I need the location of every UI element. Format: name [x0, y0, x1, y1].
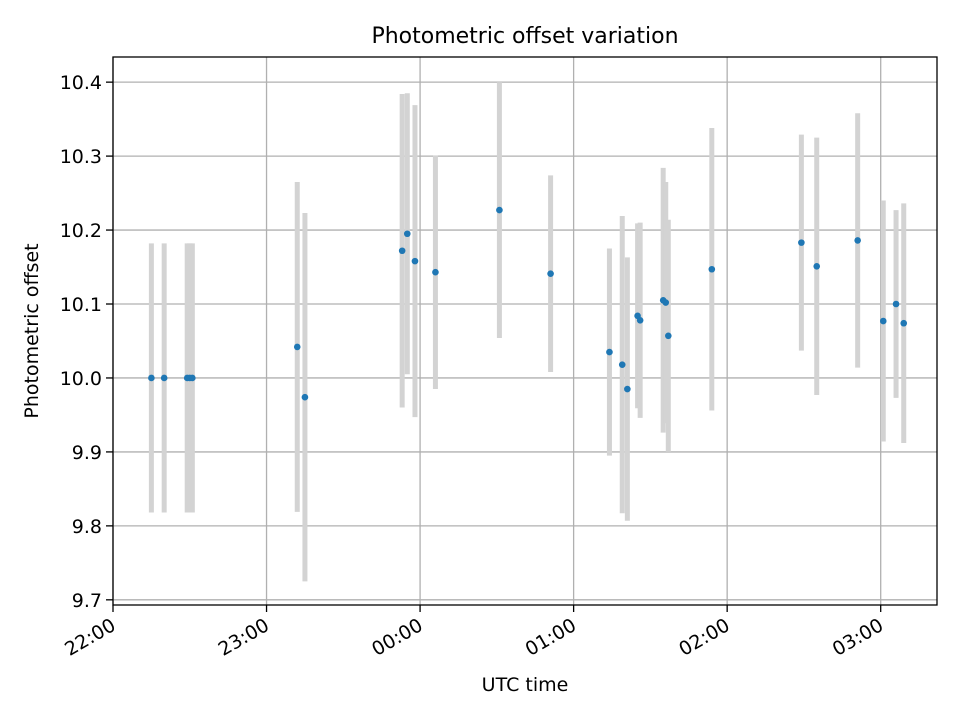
data-point: [618, 361, 626, 368]
y-tick-label: 10.2: [60, 220, 102, 242]
x-axis-label: UTC time: [482, 674, 569, 696]
y-tick-label: 10.3: [60, 146, 102, 168]
data-point: [293, 343, 301, 351]
data-point: [301, 393, 309, 401]
data-point: [411, 257, 419, 265]
y-axis-label: Photometric offset: [21, 243, 43, 418]
y-tick-label: 9.7: [72, 590, 102, 612]
plot-frame: [112, 56, 938, 606]
data-point: [606, 348, 613, 356]
data-point: [189, 374, 196, 382]
y-tick-label: 10.1: [60, 294, 102, 316]
data-point: [403, 230, 411, 238]
chart-title: Photometric offset variation: [371, 24, 678, 49]
y-tick-label: 10.0: [60, 368, 102, 390]
data-points: [148, 206, 908, 401]
data-point: [662, 299, 670, 306]
data-point: [496, 206, 503, 214]
data-point: [398, 247, 406, 255]
data-point: [879, 317, 887, 325]
data-point: [900, 319, 908, 327]
data-point: [624, 385, 631, 393]
data-point: [813, 262, 821, 270]
data-point: [665, 332, 672, 340]
data-point: [854, 237, 861, 244]
data-point: [160, 374, 168, 382]
y-tick-label: 9.8: [72, 516, 102, 538]
y-tick-label: 10.4: [60, 72, 102, 94]
data-point: [798, 239, 805, 246]
data-point: [636, 316, 644, 324]
data-point: [547, 270, 554, 277]
data-point: [892, 300, 900, 308]
y-axis: 9.7 9.8 9.9 10.0 10.1 10.2 10.3 10.4: [60, 72, 113, 612]
data-point: [708, 265, 716, 273]
data-point: [432, 268, 439, 276]
y-tick-label: 9.9: [72, 442, 102, 464]
data-point: [148, 374, 155, 382]
